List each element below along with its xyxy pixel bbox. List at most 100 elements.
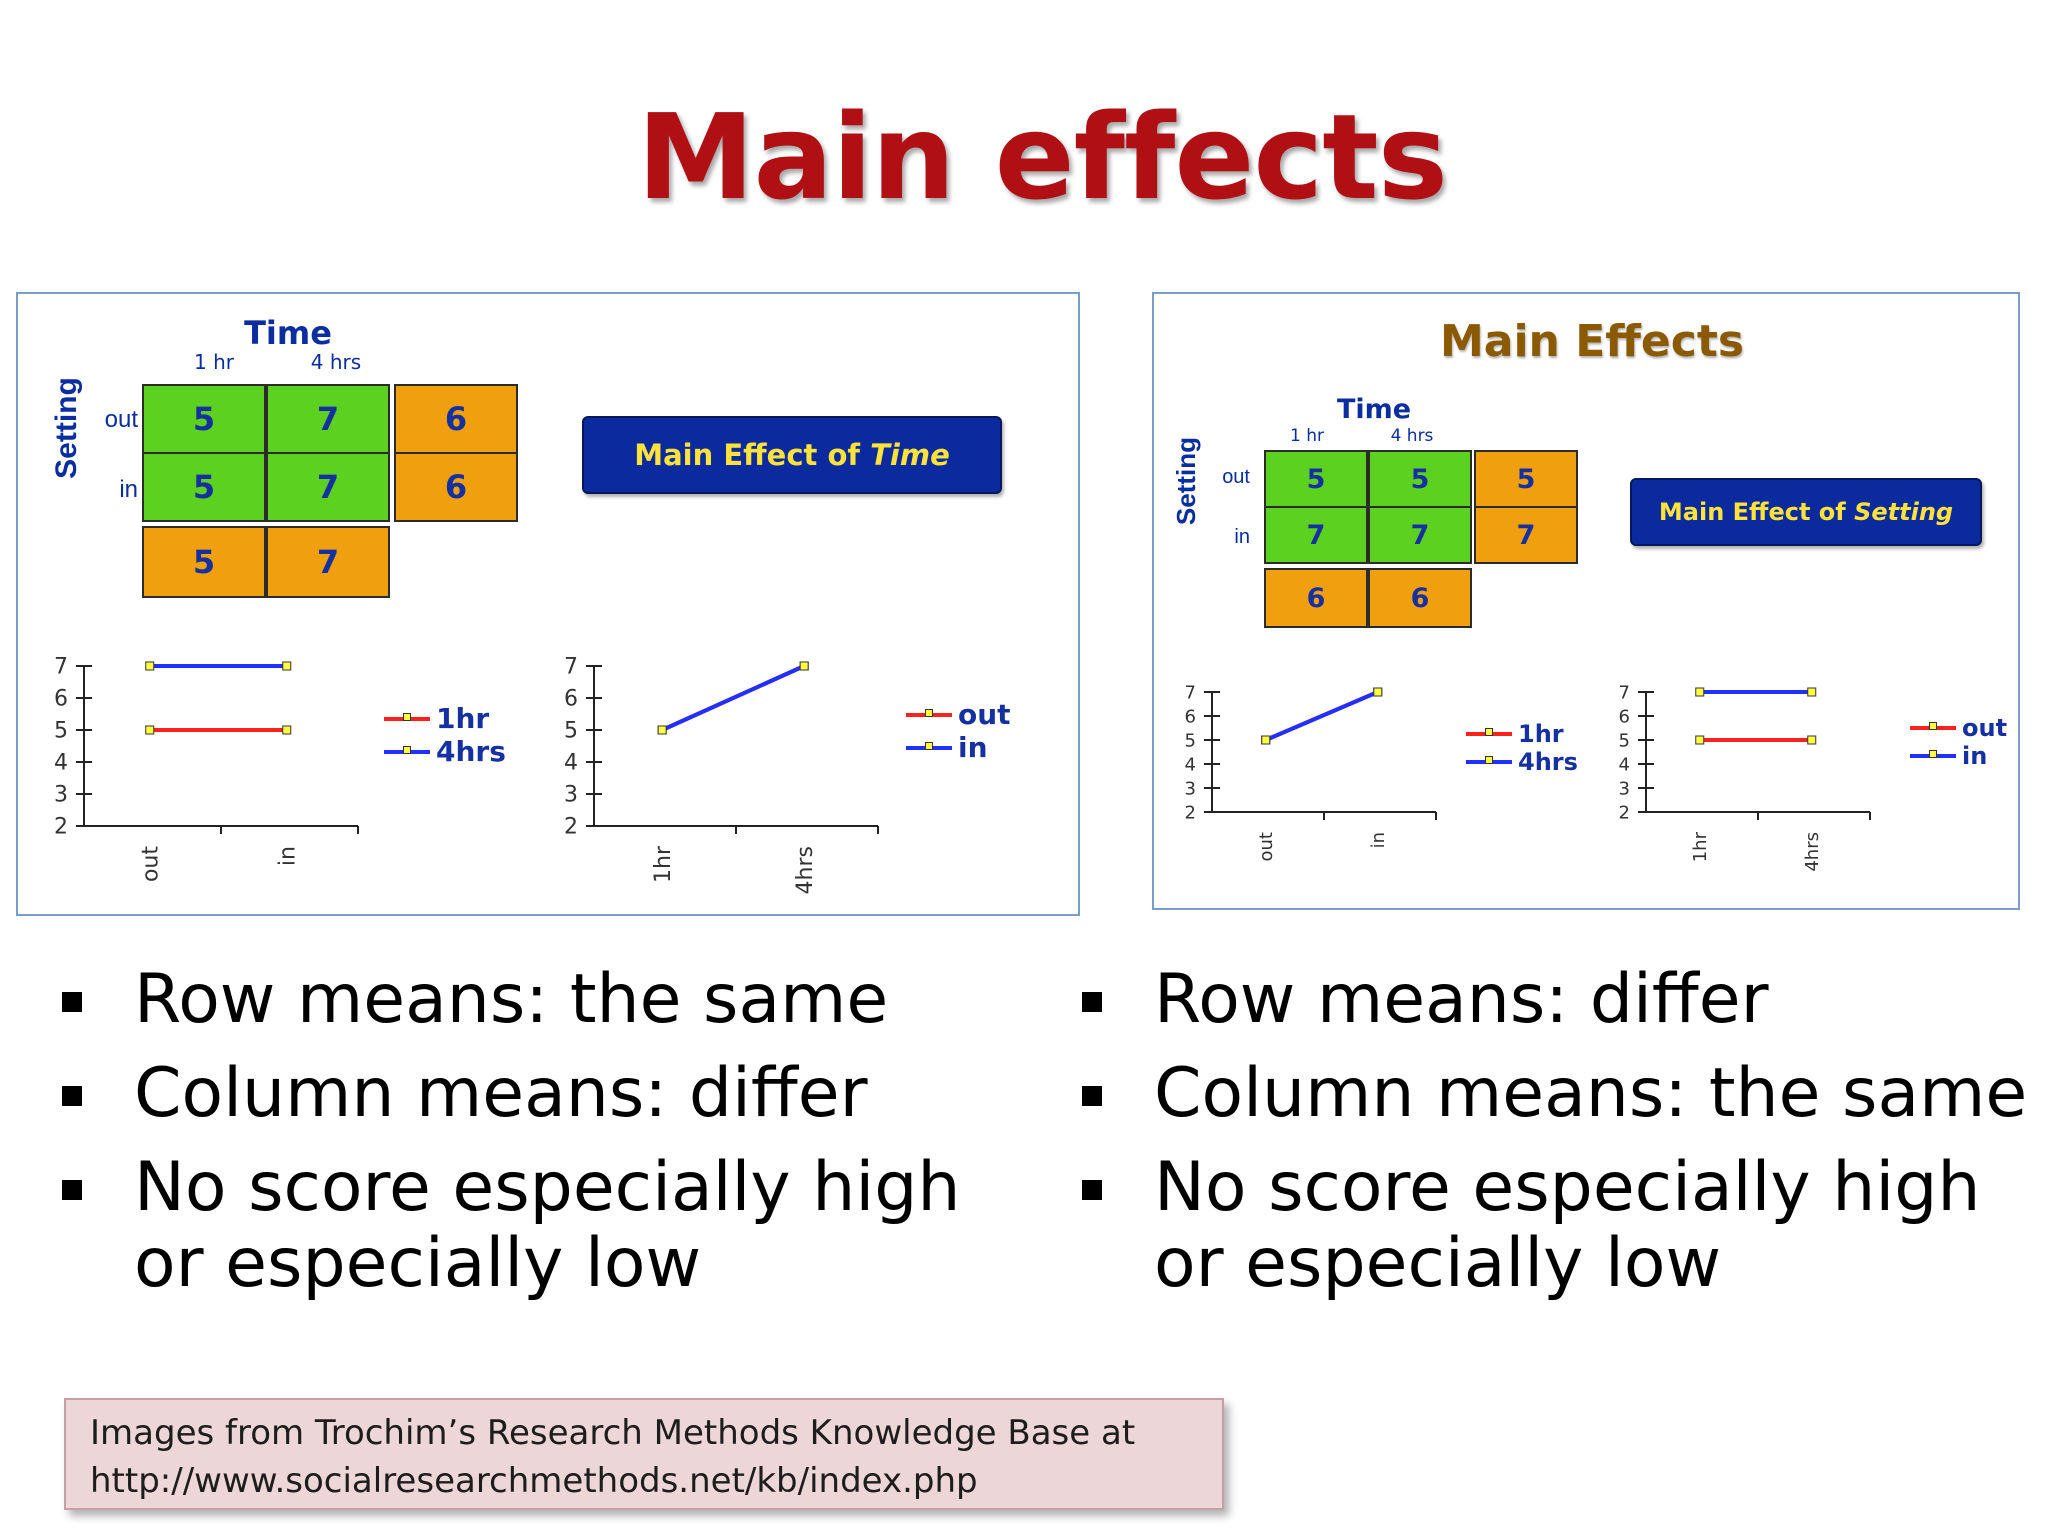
legend-entry: in (906, 731, 1011, 764)
row-label-in: in (119, 476, 138, 503)
bullet-marker (1082, 992, 1102, 1012)
legend-entry: 1hr (384, 702, 506, 735)
bullet-item: Row means: differ (1078, 960, 2038, 1039)
main-effect-setting-banner: Main Effect of Setting (1630, 478, 1982, 546)
right-figure-panel: Main Effects Time 1 hr 4 hrs Setting out… (1152, 292, 2020, 910)
legend-entry: in (1910, 742, 2007, 770)
data-point (1373, 687, 1383, 697)
row-label-out: out (104, 406, 138, 433)
row-label-out: out (1222, 466, 1250, 488)
bullet-text: Row means: differ (1154, 960, 1769, 1039)
y-tick-label: 6 (1619, 706, 1630, 727)
y-tick-label: 5 (1185, 730, 1196, 751)
col-label-1hr: 1 hr (194, 350, 234, 374)
y-tick-label: 2 (564, 815, 578, 840)
y-tick-label: 2 (1619, 802, 1630, 823)
col-label-1hr: 1 hr (1290, 426, 1324, 446)
y-tick-label: 5 (1619, 730, 1630, 751)
bullet-item: Column means: differ (58, 1056, 1018, 1132)
right-chart1-legend: 1hr 4hrs (1466, 720, 1578, 776)
col-mean-cell: 6 (1264, 568, 1368, 628)
legend-entry: out (906, 698, 1011, 731)
legend-label: out (958, 698, 1011, 731)
x-tick-label: out (1256, 832, 1277, 861)
bullet-item: Column means: the same (1078, 1056, 2038, 1132)
effect-label-emph: Time (870, 438, 950, 472)
col-mean-cell: 6 (1368, 568, 1472, 628)
left-chart-by-setting: 2 3 4 5 6 7 out in (54, 655, 359, 882)
grid-cell: 7 (1368, 506, 1472, 564)
col-label-4hrs: 4 hrs (1390, 426, 1434, 446)
legend-label: out (1962, 714, 2008, 742)
legend-label: in (958, 731, 988, 764)
y-tick-label: 5 (564, 719, 578, 744)
y-tick-label: 4 (564, 751, 578, 776)
right-chart2-legend: out in (1910, 714, 2007, 770)
right-chart-by-time: 2 3 4 5 6 7 1hr 4hrs (1619, 682, 1871, 872)
right-chart-by-setting: 2 3 4 5 6 7 out in (1185, 682, 1437, 861)
legend-swatch (384, 745, 430, 754)
legend-swatch (384, 712, 430, 721)
left-figure-panel: Time 1 hr 4 hrs Setting out in 5 7 5 7 6… (16, 292, 1080, 916)
legend-swatch (1910, 722, 1956, 730)
y-tick-label: 3 (1185, 778, 1196, 799)
row-mean-cell: 7 (1474, 506, 1578, 564)
bullet-marker (1082, 1086, 1102, 1107)
x-tick-label: in (275, 846, 300, 866)
legend-swatch (1910, 750, 1956, 758)
col-mean-cell: 5 (142, 526, 266, 598)
series-line (1264, 690, 1379, 742)
row-mean-cell: 5 (1474, 450, 1578, 508)
bullet-text: Column means: the same (1154, 1054, 2028, 1134)
y-tick-label: 4 (1185, 754, 1196, 775)
legend-label: 4hrs (436, 735, 506, 768)
x-tick-label: 4hrs (1802, 832, 1823, 872)
x-tick-label: in (1368, 832, 1389, 848)
data-point (657, 725, 667, 735)
x-tick-label: 4hrs (793, 846, 818, 894)
grid-cell: 5 (142, 452, 266, 522)
left-bullet-list: Row means: the same Column means: differ… (58, 960, 1018, 1321)
row-label-in: in (1234, 526, 1250, 548)
y-tick-label: 2 (1185, 802, 1196, 823)
legend-label: 1hr (1518, 720, 1564, 748)
effect-label-prefix: Main Effect of (634, 438, 861, 472)
y-tick-label: 7 (1185, 682, 1196, 703)
grid-cell: 7 (1264, 506, 1368, 564)
data-point (1807, 687, 1817, 697)
legend-label: in (1962, 742, 1988, 770)
bullet-item: Row means: the same (58, 960, 1018, 1039)
right-bullet-list: Row means: differ Column means: the same… (1078, 960, 2038, 1321)
col-mean-cell: 7 (266, 526, 390, 598)
bullet-text: No score especially high or especially l… (1154, 1148, 1981, 1304)
col-label-4hrs: 4 hrs (310, 350, 362, 374)
data-point (145, 725, 155, 735)
left-chart-by-time: 2 3 4 5 6 7 1hr 4hrs (564, 655, 879, 894)
bullet-item: No score especially high or especially l… (1078, 1150, 2024, 1302)
bullet-text: Row means: the same (134, 960, 889, 1039)
y-tick-label: 7 (54, 655, 68, 680)
slide-title: Main effects (637, 88, 1448, 226)
series-line (661, 664, 805, 732)
legend-label: 1hr (436, 702, 490, 735)
y-tick-label: 4 (1619, 754, 1630, 775)
y-tick-label: 2 (54, 815, 68, 840)
time-label: Time (1336, 394, 1412, 425)
y-tick-label: 3 (564, 783, 578, 808)
row-mean-cell: 6 (394, 384, 518, 454)
x-tick-label: out (138, 846, 163, 882)
bullet-marker (62, 1180, 82, 1201)
left-chart2-legend: out in (906, 698, 1011, 764)
legend-entry: 1hr (1466, 720, 1578, 748)
y-tick-label: 6 (54, 687, 68, 712)
bullet-marker (1082, 1180, 1102, 1201)
y-tick-label: 6 (564, 687, 578, 712)
y-tick-label: 3 (54, 783, 68, 808)
x-tick-label: 1hr (1690, 831, 1711, 862)
effect-label-prefix: Main Effect of (1658, 498, 1846, 526)
data-point (1261, 735, 1271, 745)
bullet-marker (62, 1086, 82, 1107)
credit-line-2: http://www.socialresearchmethods.net/kb/… (90, 1460, 978, 1501)
x-tick-label: 1hr (651, 845, 676, 883)
bullet-text: No score especially high or especially l… (134, 1148, 961, 1304)
